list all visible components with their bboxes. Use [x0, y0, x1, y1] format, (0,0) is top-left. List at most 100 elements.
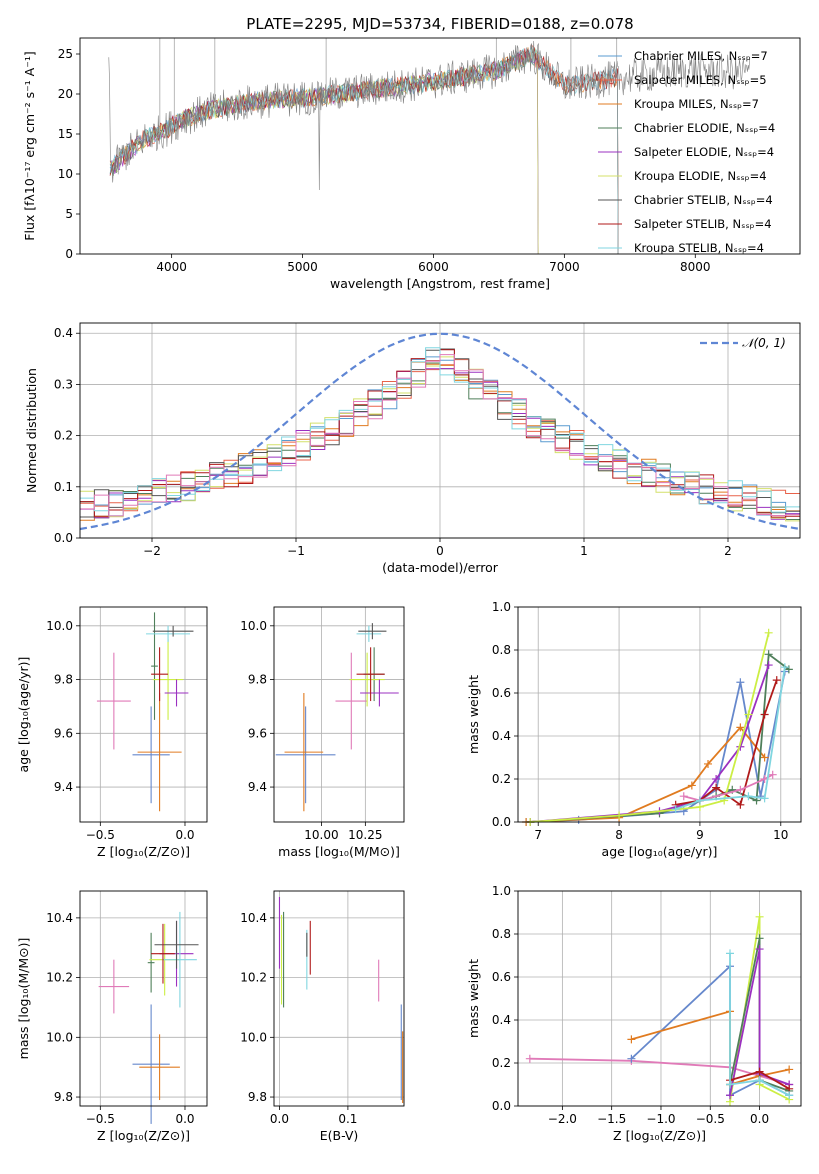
errorbar-point-3	[147, 932, 155, 993]
axes-frame	[517, 606, 802, 823]
legend-label-normal: 𝒩(0, 1)	[742, 336, 786, 350]
errorbar-point-0	[96, 652, 131, 750]
errorbar-point-2	[284, 693, 324, 812]
y-tick-label-3: 0.6	[492, 686, 511, 700]
y-tick-label-3: 10.0	[240, 619, 267, 633]
y-tick-label-2: 0.2	[54, 429, 73, 443]
y-tick-label-5: 25	[58, 47, 73, 61]
series-marker-1-4	[736, 723, 745, 732]
series-marker-1-3	[704, 759, 713, 768]
errorbar-point-0	[335, 652, 368, 750]
y-tick-label-0: 0.0	[54, 531, 73, 545]
x-tick-label-0: −2	[143, 544, 161, 558]
series-marker-1-2	[687, 781, 696, 790]
y-tick-label-2: 0.4	[492, 729, 511, 743]
x-axis-label: (data-model)/error	[382, 560, 499, 575]
x-tick-label-1: 8	[615, 828, 623, 842]
errorbar-point-8	[151, 923, 175, 984]
y-tick-label-1: 0.1	[54, 480, 73, 494]
errorbar-point-7	[152, 625, 194, 637]
x-axis-label: Z [log₁₀(Z/Z⊙)]	[613, 1128, 706, 1143]
errorbar-point-5	[360, 679, 399, 707]
x-axis-label: mass [log₁₀(M/M⊙)]	[278, 844, 400, 859]
axes-frame	[273, 606, 405, 823]
series-marker-6-2	[736, 785, 745, 794]
legend-label-0: Chabrier MILES, Nₛₛₚ=7	[634, 49, 768, 63]
x-tick-label-3: −0.5	[696, 1112, 725, 1126]
series-marker-3-3	[712, 775, 721, 783]
x-tick-label-0: −2.0	[548, 1112, 577, 1126]
series-marker-0-6	[756, 792, 765, 801]
errorbar-point-0	[98, 959, 130, 1014]
series-marker-7-2	[744, 792, 753, 801]
y-tick-label-0: 9.4	[54, 780, 73, 794]
x-tick-label-2: 6000	[418, 260, 449, 274]
massweight-vs-age-panel: 7 8 9 10 0.0 0.2 0.4 0.6 0.8 1.0 age [log₁₀(age/yr…	[466, 600, 802, 859]
errorbar-point-2	[137, 693, 182, 812]
y-tick-label-3: 10.4	[46, 911, 73, 925]
series-marker-2-0	[627, 1035, 636, 1044]
y-axis-label: mass [log₁₀(M/M⊙)]	[16, 938, 31, 1060]
series-line-4	[530, 632, 770, 823]
x-tick-label-4: 8000	[680, 260, 711, 274]
x-tick-label-1: 5000	[287, 260, 318, 274]
x-axis-label: Z [log₁₀(Z/Z⊙)]	[97, 1128, 190, 1143]
histogram-9	[80, 354, 800, 517]
errorbar-point-6	[146, 625, 191, 642]
y-tick-label-4: 0.8	[492, 643, 511, 657]
y-tick-label-1: 10.0	[46, 1030, 73, 1044]
x-tick-label-3: 7000	[549, 260, 580, 274]
series-marker-5-3	[736, 800, 745, 809]
y-tick-label-0: 9.8	[248, 1090, 267, 1104]
series-marker-7-4	[780, 663, 789, 672]
x-axis-label: E(B-V)	[320, 1128, 359, 1143]
y-axis-label: mass weight	[466, 959, 481, 1038]
series-marker-3-1	[755, 912, 764, 921]
y-tick-label-0: 9.8	[54, 1090, 73, 1104]
series-marker-5-4	[760, 710, 769, 719]
series-marker-7-1	[726, 1080, 735, 1089]
y-tick-label-1: 0.2	[492, 1056, 511, 1070]
series-marker-1-0	[627, 1054, 636, 1063]
x-tick-label-1: 10.25	[348, 828, 382, 842]
errorbar-point-8	[151, 647, 169, 702]
series-marker-2-4	[785, 1065, 794, 1074]
y-tick-label-5: 1.0	[492, 600, 511, 614]
figure-title: PLATE=2295, MJD=53734, FIBERID=0188, z=0…	[246, 15, 633, 33]
observed-spectrum	[108, 40, 750, 191]
axes-frame	[273, 890, 405, 1107]
errorbar-point-7	[154, 920, 199, 969]
errorbar-point-6	[356, 625, 382, 642]
x-axis-label: Z [log₁₀(Z/Z⊙)]	[97, 844, 190, 859]
normal-curve	[80, 332, 800, 531]
legend-label-1: Salpeter MILES, Nₛₛₚ=5	[634, 73, 767, 87]
x-axis-label: age [log₁₀(age/yr)]	[602, 844, 718, 859]
x-tick-label-3: 10	[773, 828, 788, 842]
y-axis-label: mass weight	[466, 675, 481, 754]
y-tick-label-0: 0	[65, 247, 73, 261]
series-marker-6-0	[679, 792, 688, 801]
x-tick-label-1: −1	[287, 544, 305, 558]
x-axis-label: wavelength [Angstrom, rest frame]	[330, 276, 550, 291]
x-tick-label-1: −1.5	[597, 1112, 626, 1126]
series-marker-0-5	[736, 678, 745, 687]
series-marker-7-3	[760, 794, 769, 803]
x-tick-label-2: 9	[696, 828, 704, 842]
legend-label-3: Chabrier ELODIE, Nₛₛₚ=4	[634, 121, 775, 135]
y-axis-label: Normed distribution	[24, 368, 39, 493]
series-marker-2-5	[764, 650, 773, 659]
series-marker-7-1	[695, 796, 704, 805]
series-marker-7-0	[671, 805, 680, 814]
x-tick-label-1: 0.0	[175, 1112, 194, 1126]
series-marker-6-4	[768, 770, 777, 779]
errorbar-point-3	[151, 612, 158, 720]
y-tick-label-2: 10.2	[240, 971, 267, 985]
series-marker-7-0	[726, 949, 735, 958]
y-tick-label-2: 10	[58, 167, 73, 181]
series-marker-4-1	[755, 934, 764, 943]
axes-frame	[79, 890, 208, 1107]
x-tick-label-0: 7	[534, 828, 542, 842]
y-tick-label-4: 0.4	[54, 326, 73, 340]
errorbar-point-5	[164, 679, 189, 707]
x-tick-label-4: 0.0	[750, 1112, 769, 1126]
